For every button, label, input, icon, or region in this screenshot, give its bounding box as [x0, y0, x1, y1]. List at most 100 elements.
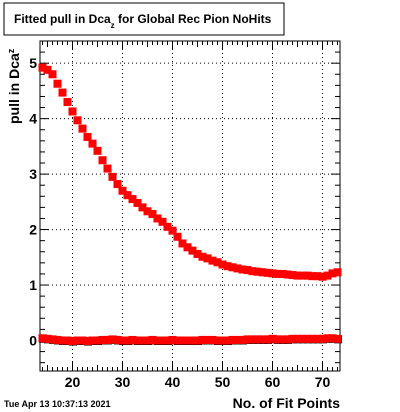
mean-marker	[293, 334, 302, 343]
mean-marker	[313, 334, 322, 343]
mean-marker	[193, 336, 202, 345]
mean-marker	[153, 336, 162, 345]
mean-marker	[303, 334, 312, 343]
mean-marker	[133, 336, 142, 345]
sigma-marker	[153, 214, 162, 223]
x-tick-label: 60	[265, 374, 281, 390]
sigma-marker	[243, 266, 252, 275]
sigma-marker	[53, 79, 62, 88]
sigma-marker	[188, 246, 197, 255]
mean-marker	[328, 334, 337, 343]
x-axis-label: No. of Fit Points	[233, 395, 341, 411]
mean-marker	[298, 334, 307, 343]
mean-marker	[223, 336, 232, 345]
sigma-marker	[303, 271, 312, 280]
mean-marker	[98, 335, 107, 344]
mean-marker	[88, 336, 97, 345]
x-tick-label: 50	[215, 374, 231, 390]
y-tick-label: 0	[29, 332, 37, 348]
mean-marker	[168, 335, 177, 344]
x-tick-label: 40	[165, 374, 181, 390]
mean-marker	[143, 336, 152, 345]
mean-marker	[123, 336, 132, 345]
sigma-marker	[268, 269, 277, 278]
mean-marker	[228, 335, 237, 344]
sigma-marker	[143, 207, 152, 216]
y-tick-label: 3	[29, 166, 37, 182]
mean-marker	[178, 336, 187, 345]
mean-marker	[38, 334, 47, 343]
sigma-marker	[43, 65, 52, 74]
sigma-marker	[203, 254, 212, 263]
sigma-marker	[63, 98, 72, 107]
sigma-marker	[323, 271, 332, 280]
sigma-marker	[313, 272, 322, 281]
mean-marker	[173, 336, 182, 345]
mean-marker	[208, 335, 217, 344]
y-axis-label-subscript: z	[6, 48, 16, 53]
mean-marker	[73, 336, 82, 345]
sigma-marker	[128, 195, 137, 204]
sigma-marker	[183, 243, 192, 252]
mean-marker	[238, 335, 247, 344]
mean-marker	[158, 336, 167, 345]
title-box	[3, 2, 285, 36]
sigma-marker	[173, 232, 182, 241]
sigma-marker	[83, 132, 92, 141]
axis-ticks	[40, 41, 340, 371]
sigma-marker	[233, 264, 242, 273]
mean-marker	[268, 334, 277, 343]
mean-marker	[78, 336, 87, 345]
mean-marker	[148, 335, 157, 344]
x-tick-label: 30	[115, 374, 131, 390]
sigma-marker	[223, 262, 232, 271]
sigma-marker	[73, 116, 82, 125]
mean-marker	[323, 334, 332, 343]
sigma-marker	[78, 124, 87, 133]
mean-marker	[83, 337, 92, 346]
y-tick-label: 2	[29, 222, 37, 238]
sigma-marker	[193, 249, 202, 258]
mean-marker	[253, 335, 262, 344]
mean-marker	[48, 335, 57, 344]
mean-marker	[188, 336, 197, 345]
sigma-marker	[113, 180, 122, 189]
sigma-marker	[328, 269, 337, 278]
mean-marker	[283, 335, 292, 344]
x-tick-label: 70	[315, 374, 331, 390]
sigma-marker	[103, 164, 112, 173]
y-axis-label-prefix: pull in Dca	[6, 53, 22, 124]
mean-marker	[203, 335, 212, 344]
x-tick-label: 20	[65, 374, 81, 390]
sigma-marker	[123, 191, 132, 200]
mean-marker	[108, 335, 117, 344]
sigma-marker	[38, 63, 47, 72]
mean-marker	[218, 336, 227, 345]
mean-marker	[333, 334, 342, 343]
sigma-marker	[163, 222, 172, 231]
sigma-marker	[318, 272, 327, 281]
sigma-marker	[208, 256, 217, 265]
mean-marker	[68, 337, 77, 346]
sigma-marker	[133, 198, 142, 207]
sigma-marker	[263, 268, 272, 277]
mean-marker	[43, 334, 52, 343]
mean-marker	[118, 336, 127, 345]
data-markers	[38, 63, 342, 346]
mean-marker	[248, 335, 257, 344]
sigma-marker	[258, 268, 267, 277]
sigma-marker	[218, 260, 227, 269]
y-tick-label: 4	[29, 111, 37, 127]
sigma-marker	[248, 267, 257, 276]
mean-marker	[278, 335, 287, 344]
sigma-marker	[108, 172, 117, 181]
title-prefix: Fitted pull in Dca	[14, 12, 111, 26]
sigma-marker	[68, 107, 77, 116]
sigma-marker	[253, 267, 262, 276]
sigma-marker	[283, 270, 292, 279]
mean-marker	[128, 335, 137, 344]
mean-marker	[103, 335, 112, 344]
sigma-marker	[198, 252, 207, 261]
mean-marker	[53, 335, 62, 344]
